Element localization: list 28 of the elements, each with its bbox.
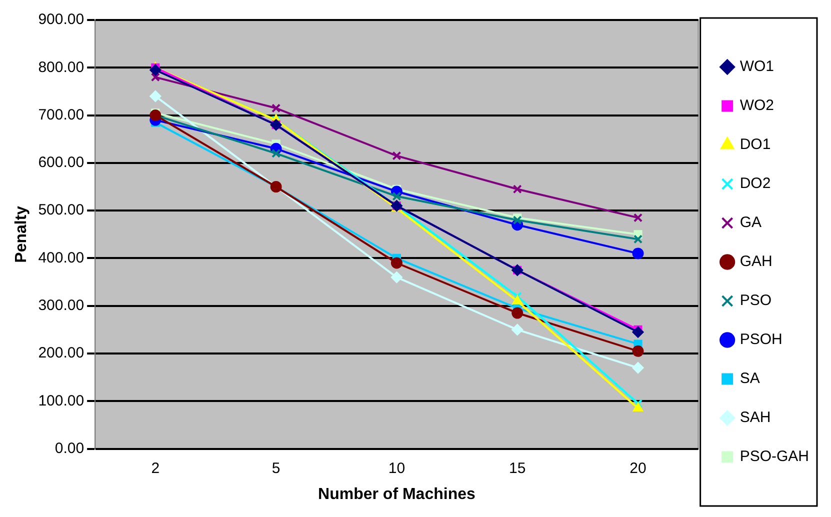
y-tick-label: 600.00 [38, 154, 84, 172]
y-tick-label: 0.00 [54, 440, 84, 457]
y-tick-label: 100.00 [38, 392, 84, 410]
legend-label: WO2 [740, 97, 774, 114]
y-tick-label: 700.00 [38, 106, 84, 124]
x-tick-label: 2 [151, 460, 160, 477]
x-tick-label: 10 [388, 460, 406, 477]
legend-label: SA [740, 370, 760, 388]
legend-label: DO1 [740, 136, 771, 154]
legend-label: GAH [740, 253, 772, 270]
y-tick-label: 400.00 [38, 249, 84, 266]
x-tick-label: 5 [272, 460, 280, 477]
legend-label: WO1 [740, 58, 774, 76]
legend-label: GA [740, 214, 762, 232]
legend-label: PSO [740, 292, 772, 310]
y-tick-label: 500.00 [38, 202, 84, 219]
y-tick-label: 800.00 [38, 58, 84, 76]
x-tick-label: 20 [630, 460, 646, 477]
y-tick-label: 900.00 [38, 11, 84, 28]
legend-label: SAH [740, 409, 771, 426]
y-tick-label: 300.00 [38, 297, 84, 314]
y-tick-label: 200.00 [38, 344, 84, 362]
legend-label: PSO-GAH [740, 448, 810, 466]
x-axis-title: Number of Machines [318, 486, 476, 503]
legend-label: PSOH [740, 331, 782, 348]
y-axis-title: Penalty [13, 206, 30, 263]
x-tick-label: 15 [509, 460, 526, 477]
legend-label: DO2 [740, 175, 771, 192]
